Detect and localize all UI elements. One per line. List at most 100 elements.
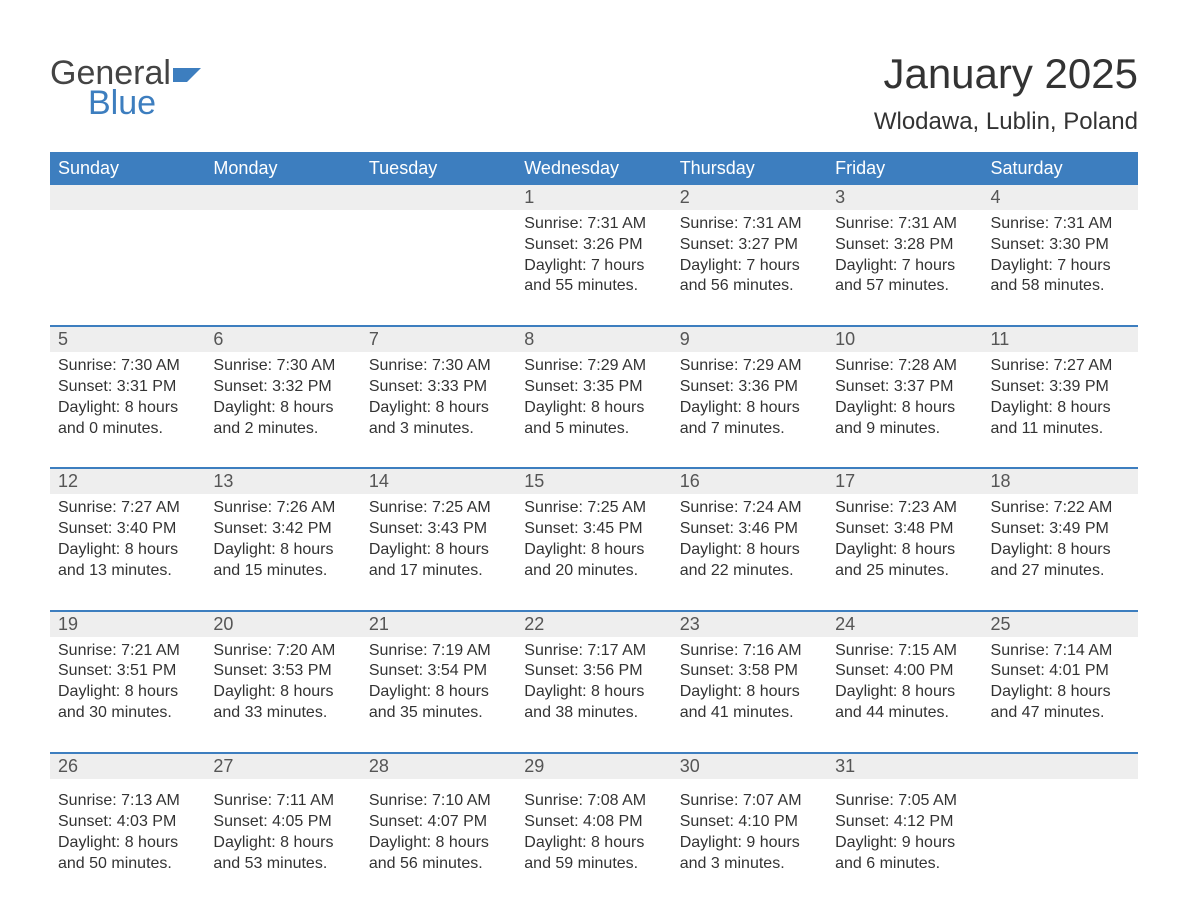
sunset-line: Sunset: 3:39 PM <box>991 377 1130 398</box>
sunrise-line: Sunrise: 7:05 AM <box>835 791 974 812</box>
sunset-line: Sunset: 3:43 PM <box>369 519 508 540</box>
day-number-cell: 25 <box>983 611 1138 637</box>
day-number-cell <box>361 185 516 210</box>
day-number-cell: 27 <box>205 753 360 779</box>
day-number-cell: 4 <box>983 185 1138 210</box>
day-content-cell: Sunrise: 7:27 AMSunset: 3:39 PMDaylight:… <box>983 352 1138 468</box>
daylight-line-1: Daylight: 8 hours <box>213 398 352 419</box>
daylight-line-1: Daylight: 9 hours <box>680 833 819 854</box>
sunset-line: Sunset: 4:10 PM <box>680 812 819 833</box>
daylight-line-1: Daylight: 8 hours <box>58 682 197 703</box>
sunrise-line: Sunrise: 7:29 AM <box>680 356 819 377</box>
day-number-cell: 26 <box>50 753 205 779</box>
daylight-line-1: Daylight: 8 hours <box>835 398 974 419</box>
day-number-cell: 3 <box>827 185 982 210</box>
sunrise-line: Sunrise: 7:07 AM <box>680 791 819 812</box>
weekday-header-cell: Sunday <box>50 152 205 185</box>
day-number-cell: 18 <box>983 468 1138 494</box>
weekday-header-cell: Thursday <box>672 152 827 185</box>
day-content-cell: Sunrise: 7:26 AMSunset: 3:42 PMDaylight:… <box>205 494 360 610</box>
day-number-cell: 30 <box>672 753 827 779</box>
day-content-cell <box>50 210 205 326</box>
day-content-row: Sunrise: 7:30 AMSunset: 3:31 PMDaylight:… <box>50 352 1138 468</box>
daylight-line-1: Daylight: 8 hours <box>369 540 508 561</box>
day-number-row: 567891011 <box>50 326 1138 352</box>
daylight-line-1: Daylight: 8 hours <box>58 833 197 854</box>
daylight-line-2: and 56 minutes. <box>369 854 508 875</box>
daylight-line-2: and 55 minutes. <box>524 276 663 297</box>
daylight-line-2: and 30 minutes. <box>58 703 197 724</box>
daylight-line-1: Daylight: 8 hours <box>58 540 197 561</box>
day-number-cell <box>205 185 360 210</box>
daylight-line-1: Daylight: 8 hours <box>991 398 1130 419</box>
sunrise-line: Sunrise: 7:25 AM <box>369 498 508 519</box>
day-content-cell: Sunrise: 7:13 AMSunset: 4:03 PMDaylight:… <box>50 779 205 891</box>
daylight-line-2: and 58 minutes. <box>991 276 1130 297</box>
sunrise-line: Sunrise: 7:27 AM <box>58 498 197 519</box>
day-content-row: Sunrise: 7:31 AMSunset: 3:26 PMDaylight:… <box>50 210 1138 326</box>
daylight-line-2: and 27 minutes. <box>991 561 1130 582</box>
day-number-cell: 10 <box>827 326 982 352</box>
day-content-cell: Sunrise: 7:20 AMSunset: 3:53 PMDaylight:… <box>205 637 360 753</box>
day-number-row: 19202122232425 <box>50 611 1138 637</box>
daylight-line-1: Daylight: 8 hours <box>369 682 508 703</box>
sunrise-line: Sunrise: 7:31 AM <box>524 214 663 235</box>
daylight-line-2: and 53 minutes. <box>213 854 352 875</box>
sunset-line: Sunset: 3:46 PM <box>680 519 819 540</box>
daylight-line-2: and 35 minutes. <box>369 703 508 724</box>
daylight-line-1: Daylight: 8 hours <box>213 540 352 561</box>
day-content-cell: Sunrise: 7:29 AMSunset: 3:35 PMDaylight:… <box>516 352 671 468</box>
daylight-line-2: and 38 minutes. <box>524 703 663 724</box>
day-content-row: Sunrise: 7:13 AMSunset: 4:03 PMDaylight:… <box>50 779 1138 891</box>
sunset-line: Sunset: 3:51 PM <box>58 661 197 682</box>
logo: General Blue <box>50 50 205 120</box>
daylight-line-2: and 13 minutes. <box>58 561 197 582</box>
daylight-line-1: Daylight: 8 hours <box>680 682 819 703</box>
daylight-line-1: Daylight: 8 hours <box>524 833 663 854</box>
sunset-line: Sunset: 3:48 PM <box>835 519 974 540</box>
day-number-cell: 11 <box>983 326 1138 352</box>
weekday-header-row: SundayMondayTuesdayWednesdayThursdayFrid… <box>50 152 1138 185</box>
sunrise-line: Sunrise: 7:30 AM <box>369 356 508 377</box>
sunrise-line: Sunrise: 7:11 AM <box>213 791 352 812</box>
day-number-cell: 5 <box>50 326 205 352</box>
daylight-line-2: and 17 minutes. <box>369 561 508 582</box>
daylight-line-2: and 59 minutes. <box>524 854 663 875</box>
sunset-line: Sunset: 3:56 PM <box>524 661 663 682</box>
sunrise-line: Sunrise: 7:22 AM <box>991 498 1130 519</box>
day-content-cell: Sunrise: 7:23 AMSunset: 3:48 PMDaylight:… <box>827 494 982 610</box>
daylight-line-2: and 7 minutes. <box>680 419 819 440</box>
weekday-header-cell: Saturday <box>983 152 1138 185</box>
sunset-line: Sunset: 3:40 PM <box>58 519 197 540</box>
day-content-cell: Sunrise: 7:27 AMSunset: 3:40 PMDaylight:… <box>50 494 205 610</box>
sunset-line: Sunset: 3:32 PM <box>213 377 352 398</box>
daylight-line-2: and 6 minutes. <box>835 854 974 875</box>
sunset-line: Sunset: 3:30 PM <box>991 235 1130 256</box>
weekday-header-cell: Tuesday <box>361 152 516 185</box>
day-content-cell <box>205 210 360 326</box>
day-number-cell: 19 <box>50 611 205 637</box>
day-content-cell: Sunrise: 7:17 AMSunset: 3:56 PMDaylight:… <box>516 637 671 753</box>
sunset-line: Sunset: 3:53 PM <box>213 661 352 682</box>
daylight-line-1: Daylight: 8 hours <box>835 682 974 703</box>
daylight-line-2: and 41 minutes. <box>680 703 819 724</box>
daylight-line-1: Daylight: 7 hours <box>680 256 819 277</box>
day-number-cell: 1 <box>516 185 671 210</box>
daylight-line-2: and 57 minutes. <box>835 276 974 297</box>
day-content-cell: Sunrise: 7:31 AMSunset: 3:28 PMDaylight:… <box>827 210 982 326</box>
sunset-line: Sunset: 4:08 PM <box>524 812 663 833</box>
day-content-cell: Sunrise: 7:21 AMSunset: 3:51 PMDaylight:… <box>50 637 205 753</box>
day-content-cell: Sunrise: 7:11 AMSunset: 4:05 PMDaylight:… <box>205 779 360 891</box>
day-number-cell: 17 <box>827 468 982 494</box>
daylight-line-2: and 50 minutes. <box>58 854 197 875</box>
weekday-header-cell: Wednesday <box>516 152 671 185</box>
page-header: General Blue January 2025 Wlodawa, Lubli… <box>50 50 1138 136</box>
day-content-cell: Sunrise: 7:19 AMSunset: 3:54 PMDaylight:… <box>361 637 516 753</box>
day-content-row: Sunrise: 7:27 AMSunset: 3:40 PMDaylight:… <box>50 494 1138 610</box>
day-number-cell <box>983 753 1138 779</box>
sunset-line: Sunset: 3:36 PM <box>680 377 819 398</box>
sunrise-line: Sunrise: 7:31 AM <box>991 214 1130 235</box>
logo-flag-icon <box>173 58 205 92</box>
sunset-line: Sunset: 3:33 PM <box>369 377 508 398</box>
daylight-line-1: Daylight: 8 hours <box>991 540 1130 561</box>
